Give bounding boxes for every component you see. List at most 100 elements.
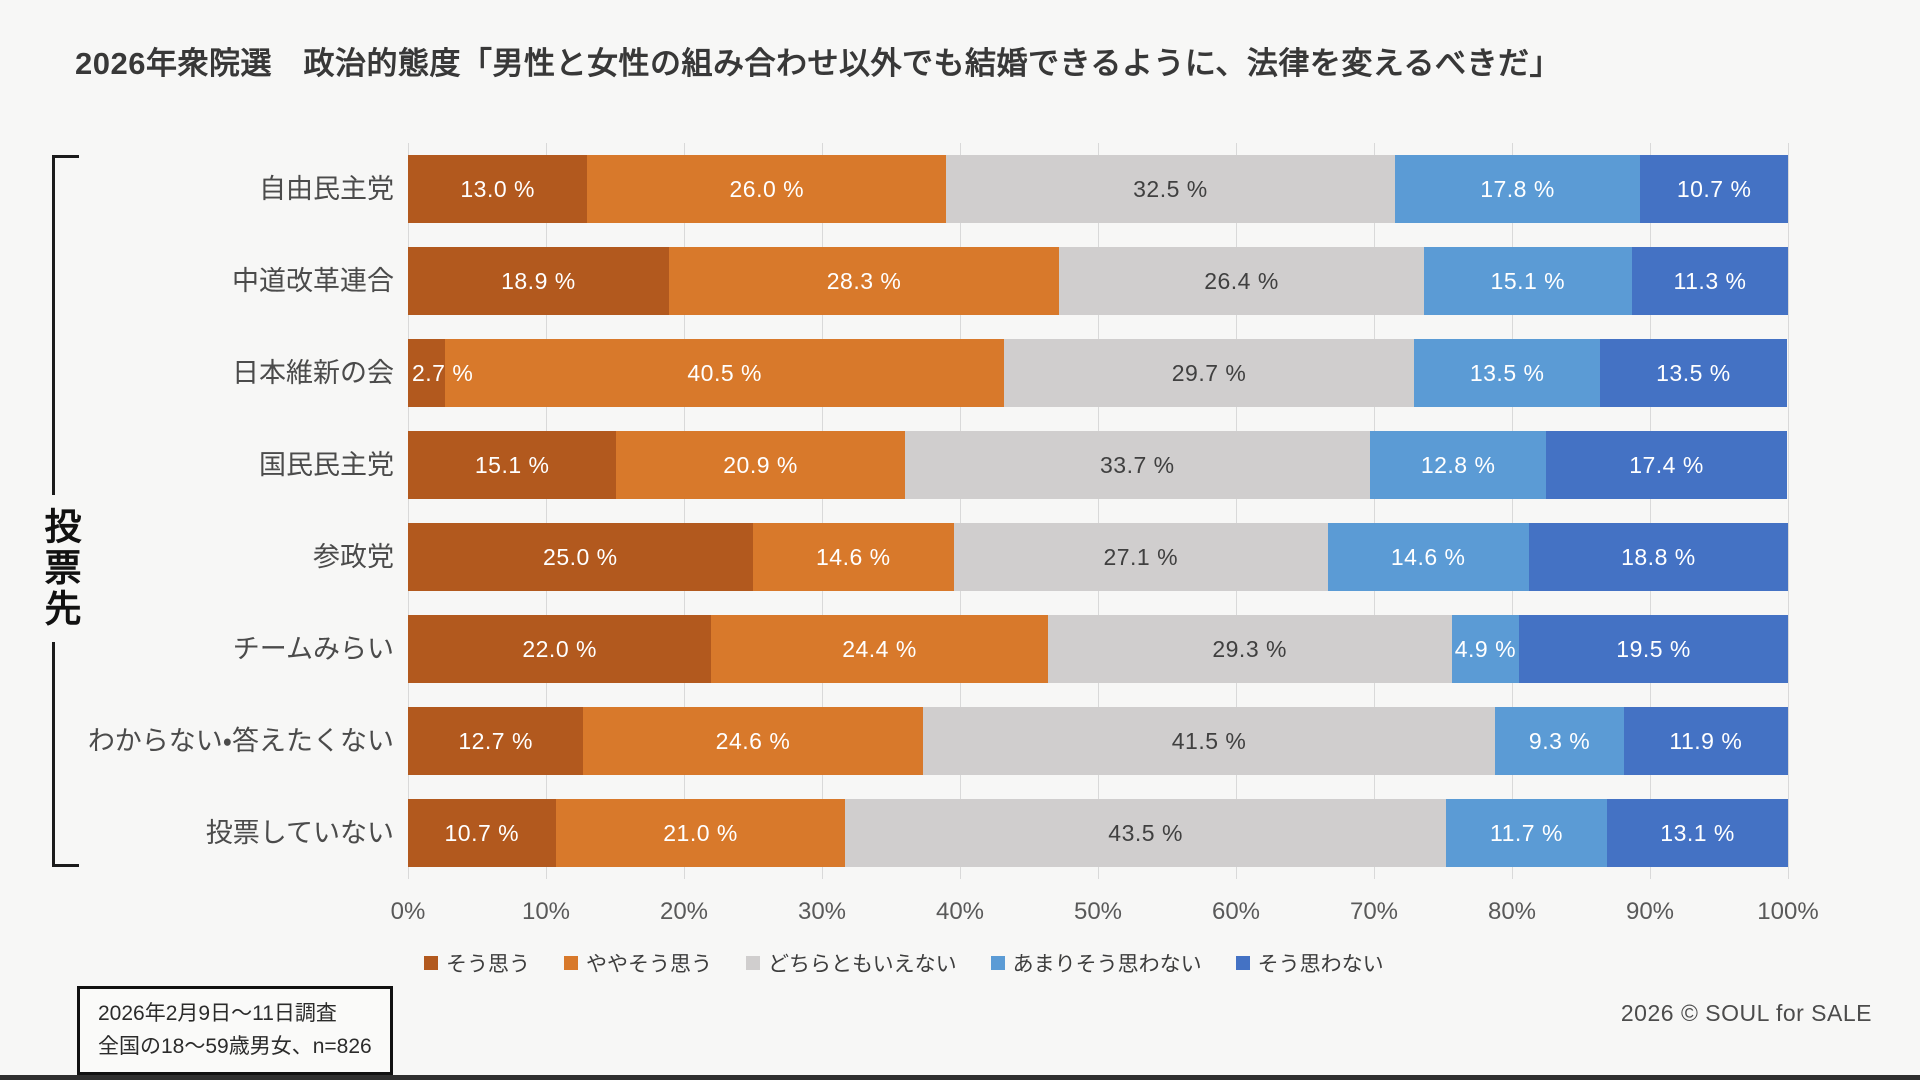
legend-swatch	[564, 956, 578, 970]
bar-segment-value: 29.7 %	[1171, 359, 1247, 386]
chart-row: 国民民主党 15.1 % 20.9 % 33.7 % 12.8 % 17.4 %	[0, 431, 1789, 499]
bar-segment-value: 32.5 %	[1133, 175, 1208, 202]
bar-segment: 21.0 %	[555, 799, 846, 867]
legend: そう思う ややそう思う どちらともいえない あまりそう思わない そう思わない	[424, 948, 1384, 978]
bar-segment: 26.4 %	[1059, 247, 1424, 315]
bar-segment: 12.8 %	[1369, 431, 1547, 499]
bar-segment-value: 17.8 %	[1480, 175, 1555, 202]
legend-swatch	[990, 956, 1005, 970]
stacked-bar: 12.7 % 24.6 % 41.5 % 9.3 % 11.9 %	[408, 707, 1788, 775]
credit-text: 2026 © SOUL for SALE	[1620, 1000, 1872, 1026]
bar-segment: 17.8 %	[1394, 155, 1641, 223]
bar-segment: 25.0 %	[408, 523, 753, 591]
category-bracket-tick-top	[52, 155, 79, 158]
legend-label: そう思わない	[1257, 953, 1384, 976]
bar-segment: 43.5 %	[845, 799, 1446, 867]
gridlines	[408, 143, 1789, 879]
x-axis-tick: 100%	[1757, 898, 1819, 925]
bar-segment-value: 40.5 %	[687, 359, 762, 386]
bar-segment: 29.7 %	[1004, 339, 1414, 407]
bar-segment-value: 15.1 %	[1490, 267, 1566, 294]
survey-note-box: 2026年2月9日〜11日調査 全国の18〜59歳男女、n=826	[77, 986, 393, 1076]
legend-item: ややそう思う	[564, 948, 712, 978]
bar-segment-value: 26.0 %	[729, 175, 805, 202]
bar-segment: 4.9 %	[1451, 615, 1520, 683]
bar-segment-value: 20.9 %	[723, 451, 798, 478]
bar-segment-value: 13.5 %	[1656, 359, 1731, 386]
bar-segment: 24.4 %	[711, 615, 1048, 683]
gridline	[684, 143, 685, 879]
bar-segment-value: 26.4 %	[1204, 267, 1279, 294]
legend-item: どちらともいえない	[746, 948, 957, 978]
bar-segment: 19.5 %	[1519, 615, 1788, 683]
bar-segment-value: 13.1 %	[1660, 819, 1735, 846]
stacked-bar: 25.0 % 14.6 % 27.1 % 14.6 % 18.8 %	[408, 523, 1788, 591]
stacked-bar: 15.1 % 20.9 % 33.7 % 12.8 % 17.4 %	[408, 431, 1788, 499]
bar-segment: 13.5 %	[1414, 339, 1601, 407]
legend-item: そう思う	[424, 948, 530, 978]
gridline	[960, 143, 961, 879]
bar-segment: 13.1 %	[1607, 799, 1788, 867]
bar-segment-value: 15.1 %	[474, 451, 550, 478]
page-title: 2026年衆院選 政治的態度「男性と女性の組み合わせ以外でも結婚できるように、法…	[75, 46, 1561, 81]
row-label: チームみらい	[232, 634, 394, 664]
bar-segment: 41.5 %	[922, 707, 1496, 775]
bar-segment: 15.1 %	[408, 431, 617, 499]
bar-segment-value: 10.7 %	[1676, 175, 1752, 202]
x-axis-tick: 90%	[1625, 898, 1675, 925]
legend-swatch	[1235, 956, 1250, 970]
bar-segment-value: 11.7 %	[1490, 819, 1563, 846]
gridline	[1236, 143, 1237, 879]
bar-segment: 9.3 %	[1495, 707, 1624, 775]
gridline	[1788, 143, 1789, 879]
stacked-bar: 13.0 % 26.0 % 32.5 % 17.8 % 10.7 %	[408, 155, 1788, 223]
bar-segment: 26.0 %	[587, 155, 947, 223]
row-label: 自由民主党	[259, 174, 394, 204]
gridline	[1650, 143, 1651, 879]
legend-swatch	[424, 956, 438, 970]
bar-segment: 28.3 %	[668, 247, 1060, 315]
gridline	[408, 143, 409, 879]
bar-segment: 13.0 %	[408, 155, 588, 223]
bar-segment-value: 12.8 %	[1420, 451, 1496, 478]
bar-segment: 13.5 %	[1600, 339, 1787, 407]
gridline	[1374, 143, 1375, 879]
gridline	[1098, 143, 1099, 879]
bar-segment: 14.6 %	[752, 523, 954, 591]
group-axis-label: 投票先	[32, 495, 86, 642]
bar-segment: 29.3 %	[1047, 615, 1452, 683]
bar-segment: 18.8 %	[1528, 523, 1788, 591]
bar-segment: 32.5 %	[946, 155, 1395, 223]
chart-rows: 自由民主党 13.0 % 26.0 % 32.5 % 17.8 % 10.7 % 中道改…	[0, 155, 1789, 867]
chart-row: チームみらい 22.0 % 24.4 % 29.3 % 4.9 % 19.5 %	[0, 615, 1789, 683]
legend-item: あまりそう思わない	[990, 948, 1202, 978]
bar-segment: 11.9 %	[1623, 707, 1788, 775]
bar-segment-value: 41.5 %	[1171, 727, 1247, 754]
bar-segment: 40.5 %	[445, 339, 1005, 407]
row-label: 国民民主党	[259, 450, 394, 480]
bar-segment-value: 24.6 %	[715, 727, 791, 754]
gridline	[1512, 143, 1513, 879]
stacked-bar: 10.7 % 21.0 % 43.5 % 11.7 % 13.1 %	[408, 799, 1788, 867]
chart-row: 日本維新の会 2.7 % 40.5 % 29.7 % 13.5 % 13.5 %	[0, 339, 1789, 407]
x-axis-tick: 60%	[1211, 898, 1261, 925]
chart-row: 自由民主党 13.0 % 26.0 % 32.5 % 17.8 % 10.7 %	[0, 155, 1789, 223]
row-label: 日本維新の会	[232, 358, 394, 388]
row-label: 中道改革連合	[232, 266, 394, 296]
bar-segment: 18.9 %	[408, 247, 669, 315]
bar-segment-value: 11.9 %	[1669, 727, 1743, 754]
survey-note-line1: 2026年2月9日〜11日調査	[98, 1002, 337, 1025]
bar-segment: 24.6 %	[583, 707, 923, 775]
legend-label: どちらともいえない	[768, 953, 957, 976]
bar-segment: 22.0 %	[408, 615, 712, 683]
legend-label: そう思う	[446, 953, 530, 976]
bar-segment-value: 21.0 %	[663, 819, 738, 846]
bar-segment: 11.7 %	[1445, 799, 1608, 867]
bar-segment-value: 11.3 %	[1673, 267, 1747, 294]
chart-row: 中道改革連合 18.9 % 28.3 % 26.4 % 15.1 % 11.3 %	[0, 247, 1789, 315]
row-label: 投票していない	[205, 818, 394, 848]
legend-item: そう思わない	[1235, 948, 1384, 978]
x-axis-tick: 30%	[797, 898, 847, 925]
bar-segment: 27.1 %	[953, 523, 1328, 591]
